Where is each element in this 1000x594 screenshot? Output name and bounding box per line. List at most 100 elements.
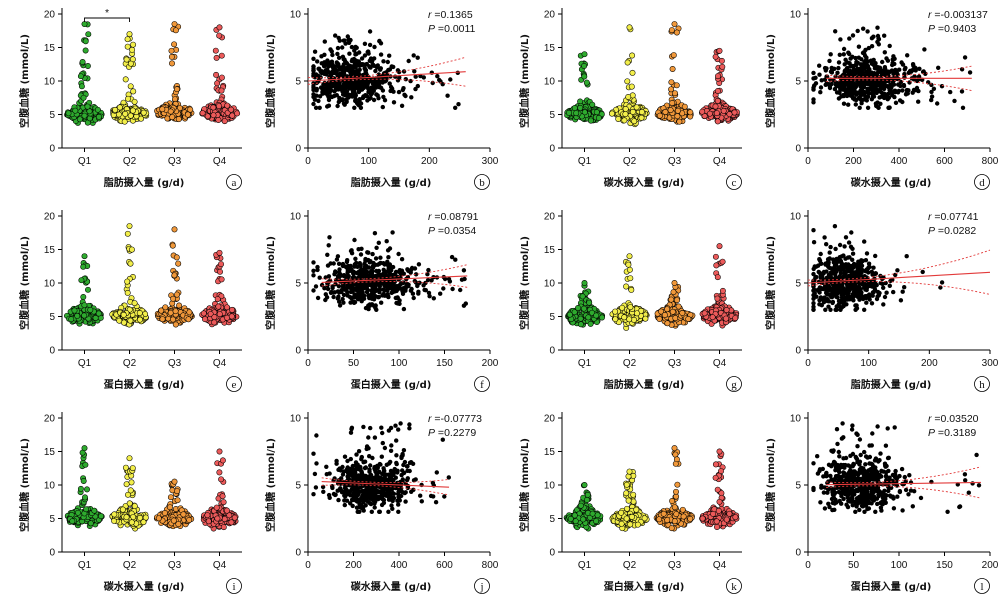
panel-b-point (363, 68, 368, 73)
panel-d-point (875, 25, 880, 30)
panel-f-point (441, 286, 446, 291)
panel-h-point (888, 278, 893, 284)
panel-d-point (865, 105, 871, 111)
panel-b-p-value: P =0.0011 (428, 23, 476, 35)
panel-a-point (130, 41, 137, 48)
panel-d-x-axis-label: 碳水摄入量 (g/d) (851, 176, 932, 189)
panel-h-point (920, 269, 925, 275)
panel-g-point (577, 321, 584, 328)
panel-f-point (364, 270, 369, 275)
panel-e-point (81, 302, 88, 309)
panel-h-point (846, 262, 851, 267)
panel-a-point (169, 114, 176, 121)
panel-a-point (212, 47, 219, 54)
panel-b-point (316, 98, 321, 104)
panel-e-point (175, 260, 182, 267)
panel-b-point (333, 33, 338, 38)
panel-h-point (860, 258, 865, 264)
panel-d-point (850, 54, 855, 59)
panel-f-point (369, 268, 374, 274)
panel-a-x-tick-label: Q1 (78, 156, 92, 167)
panel-b-point (329, 94, 335, 100)
panel-b-point (311, 94, 316, 100)
panel-f-point (431, 296, 436, 301)
panel-c-point (609, 110, 615, 117)
panel-f-series-points (311, 230, 468, 312)
panel-b-point (311, 101, 316, 107)
panel-h-point (837, 242, 843, 248)
panel-g-point (658, 308, 665, 315)
panel-b-point (415, 55, 420, 60)
panel-a-point (174, 86, 180, 93)
panel-f-point (362, 261, 367, 267)
panel-b-y-tick-label: 0 (295, 144, 301, 155)
panel-e-point (159, 316, 166, 323)
panel-b-letter-circle (474, 174, 490, 190)
panel-a-point (213, 71, 220, 78)
panel-c-point-max (581, 51, 588, 58)
panel-h-point (864, 251, 870, 256)
panel-a-point-max (81, 21, 88, 28)
panel-c-point (622, 111, 629, 118)
panel-f-point (400, 289, 405, 294)
panel-h-point (811, 287, 817, 292)
panel-f-point (426, 290, 432, 296)
panel-g-x-axis-label: 脂肪摄入量 (g/d) (603, 378, 685, 391)
panel-f-point (453, 257, 458, 262)
panel-f-point (345, 258, 350, 263)
panel-f-point (336, 261, 342, 266)
panel-b-point (396, 69, 402, 75)
panel-d-point (893, 100, 899, 106)
panel-f-point (461, 268, 467, 273)
panel-h-point (846, 240, 852, 245)
panel-f-point (373, 305, 378, 311)
panel-h-point (856, 268, 862, 274)
panel-b-point (311, 83, 316, 89)
panel-f-point (350, 270, 356, 275)
panel-b-point (393, 74, 398, 79)
panel-b-point (372, 44, 377, 50)
panel-h: 0 5 10 0 100 200 300 r =0.07741 P =0.0282 脂肪摄入量 (… (750, 202, 1000, 392)
panel-g-series-Q4 (699, 243, 740, 329)
panel-d-point (935, 101, 940, 106)
panel-f-point (313, 284, 319, 289)
panel-h-point (817, 258, 823, 263)
panel-a-point (229, 112, 236, 119)
panel-f-point (386, 294, 391, 299)
panel-b-point (345, 94, 351, 99)
panel-f-point (372, 231, 378, 236)
panel-f-ci-upper (321, 264, 468, 280)
panel-f-point (376, 272, 381, 277)
panel-d-point (811, 70, 816, 76)
panel-d-point (852, 70, 857, 75)
panel-d-point (875, 39, 880, 45)
panel-f-point (450, 286, 455, 292)
panel-d-point (841, 71, 847, 77)
panel-f-point (369, 296, 375, 301)
panel-f-letter-circle (474, 376, 490, 392)
panel-b-point (334, 80, 339, 85)
panel-f-point (405, 281, 410, 287)
panel-b-point (336, 55, 342, 60)
panel-d-point (834, 81, 840, 86)
panel-a-point (81, 112, 88, 119)
panel-g-point (664, 306, 671, 313)
panel-a-series-Q1 (64, 21, 105, 126)
panel-b-point (448, 77, 453, 82)
panel-f-point (361, 294, 366, 299)
panel-a-point (224, 102, 231, 109)
panel-d-point (872, 71, 877, 76)
panel-d-point (836, 65, 841, 71)
panel-a-point (125, 95, 131, 102)
panel-d-point (863, 47, 868, 53)
panel-d-point (904, 87, 910, 93)
panel-d-point (960, 105, 966, 111)
panel-i-y-tick-label: 5 (49, 514, 55, 525)
panel-a-point (127, 60, 134, 67)
panel-d-point (885, 97, 890, 102)
panel-b-point (314, 86, 319, 92)
panel-h-point (837, 274, 843, 279)
panel-d-point (853, 102, 858, 107)
panel-a-point (127, 112, 134, 119)
panel-f: 0 5 10 0 50 100 150 200 r =0.08791 P =0.0354 蛋白摄入量… (250, 202, 500, 392)
